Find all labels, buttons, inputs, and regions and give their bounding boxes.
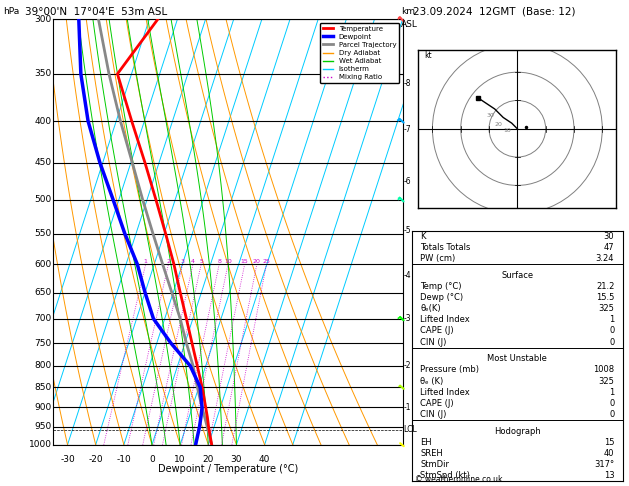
Text: Totals Totals: Totals Totals xyxy=(420,243,470,252)
Text: -7: -7 xyxy=(403,125,411,134)
Text: 350: 350 xyxy=(35,69,52,78)
Text: PW (cm): PW (cm) xyxy=(420,254,455,263)
Text: 30: 30 xyxy=(231,455,242,464)
Text: 550: 550 xyxy=(35,229,52,238)
Text: 850: 850 xyxy=(35,383,52,392)
Text: 15.5: 15.5 xyxy=(596,293,615,302)
Text: 15: 15 xyxy=(604,438,615,447)
Text: 500: 500 xyxy=(35,195,52,205)
Text: 317°: 317° xyxy=(594,460,615,469)
Text: © weatheronline.co.uk: © weatheronline.co.uk xyxy=(415,475,503,484)
Text: 3: 3 xyxy=(181,259,184,264)
Text: 39°00'N  17°04'E  53m ASL: 39°00'N 17°04'E 53m ASL xyxy=(25,7,167,17)
Text: 0: 0 xyxy=(609,399,615,408)
Text: SREH: SREH xyxy=(420,449,443,458)
Text: 1008: 1008 xyxy=(593,365,615,374)
Text: 750: 750 xyxy=(35,339,52,347)
Text: 325: 325 xyxy=(598,304,615,313)
Text: 1: 1 xyxy=(609,315,615,324)
Text: km: km xyxy=(401,7,415,17)
Text: 1: 1 xyxy=(609,388,615,397)
Text: CIN (J): CIN (J) xyxy=(420,410,447,419)
Text: 30: 30 xyxy=(604,232,615,241)
Legend: Temperature, Dewpoint, Parcel Trajectory, Dry Adiabat, Wet Adiabat, Isotherm, Mi: Temperature, Dewpoint, Parcel Trajectory… xyxy=(320,23,399,83)
Text: 25: 25 xyxy=(262,259,270,264)
Text: StmSpd (kt): StmSpd (kt) xyxy=(420,471,470,480)
Text: θₑ (K): θₑ (K) xyxy=(420,377,443,385)
Text: 650: 650 xyxy=(35,288,52,297)
Text: 0: 0 xyxy=(609,327,615,335)
Text: θₑ(K): θₑ(K) xyxy=(420,304,441,313)
Text: 450: 450 xyxy=(35,158,52,167)
Text: 1000: 1000 xyxy=(29,440,52,449)
Text: 0: 0 xyxy=(609,338,615,347)
Text: Lifted Index: Lifted Index xyxy=(420,388,470,397)
Text: 13: 13 xyxy=(604,471,615,480)
Text: -2: -2 xyxy=(403,362,411,370)
Text: 800: 800 xyxy=(35,362,52,370)
Text: hPa: hPa xyxy=(3,7,19,17)
Text: -3: -3 xyxy=(403,314,411,323)
Text: -10: -10 xyxy=(116,455,131,464)
Text: kt: kt xyxy=(424,51,431,60)
Text: 40: 40 xyxy=(259,455,270,464)
Text: LCL: LCL xyxy=(403,425,417,434)
Text: 40: 40 xyxy=(604,449,615,458)
Text: 900: 900 xyxy=(35,403,52,412)
Text: 600: 600 xyxy=(35,260,52,269)
Text: 15: 15 xyxy=(241,259,248,264)
Text: 2: 2 xyxy=(167,259,170,264)
Text: 0: 0 xyxy=(149,455,155,464)
Text: 3.24: 3.24 xyxy=(596,254,615,263)
Text: 10: 10 xyxy=(224,259,232,264)
Text: 1: 1 xyxy=(143,259,148,264)
Text: 20: 20 xyxy=(253,259,261,264)
Text: 0: 0 xyxy=(609,410,615,419)
Text: -1: -1 xyxy=(403,403,411,412)
Text: 4: 4 xyxy=(191,259,195,264)
Text: -8: -8 xyxy=(403,79,411,88)
Text: -6: -6 xyxy=(403,177,411,186)
Text: Hodograph: Hodograph xyxy=(494,427,541,435)
Text: 23.09.2024  12GMT  (Base: 12): 23.09.2024 12GMT (Base: 12) xyxy=(413,7,575,17)
Text: CIN (J): CIN (J) xyxy=(420,338,447,347)
Text: StmDir: StmDir xyxy=(420,460,450,469)
X-axis label: Dewpoint / Temperature (°C): Dewpoint / Temperature (°C) xyxy=(158,464,298,474)
Text: 20: 20 xyxy=(203,455,214,464)
Text: 400: 400 xyxy=(35,117,52,125)
Text: Most Unstable: Most Unstable xyxy=(487,354,547,363)
Text: Surface: Surface xyxy=(501,271,533,280)
Text: 21.2: 21.2 xyxy=(596,282,615,291)
Text: 8: 8 xyxy=(217,259,221,264)
Text: 10: 10 xyxy=(174,455,186,464)
Text: -30: -30 xyxy=(60,455,75,464)
Text: 325: 325 xyxy=(598,377,615,385)
Text: 300: 300 xyxy=(35,15,52,24)
Text: 700: 700 xyxy=(35,314,52,323)
Text: -20: -20 xyxy=(89,455,103,464)
Text: Lifted Index: Lifted Index xyxy=(420,315,470,324)
Text: 30: 30 xyxy=(486,113,494,119)
Text: 950: 950 xyxy=(35,422,52,431)
Text: Pressure (mb): Pressure (mb) xyxy=(420,365,479,374)
Text: 5: 5 xyxy=(199,259,203,264)
Text: 47: 47 xyxy=(604,243,615,252)
Text: Dewp (°C): Dewp (°C) xyxy=(420,293,464,302)
Text: 10: 10 xyxy=(503,128,511,133)
Text: CAPE (J): CAPE (J) xyxy=(420,399,454,408)
Text: 20: 20 xyxy=(494,122,503,127)
Text: ASL: ASL xyxy=(401,20,418,30)
Text: EH: EH xyxy=(420,438,432,447)
Text: CAPE (J): CAPE (J) xyxy=(420,327,454,335)
Text: Temp (°C): Temp (°C) xyxy=(420,282,462,291)
Text: -5: -5 xyxy=(403,226,411,235)
Text: K: K xyxy=(420,232,426,241)
Text: -4: -4 xyxy=(403,271,411,280)
